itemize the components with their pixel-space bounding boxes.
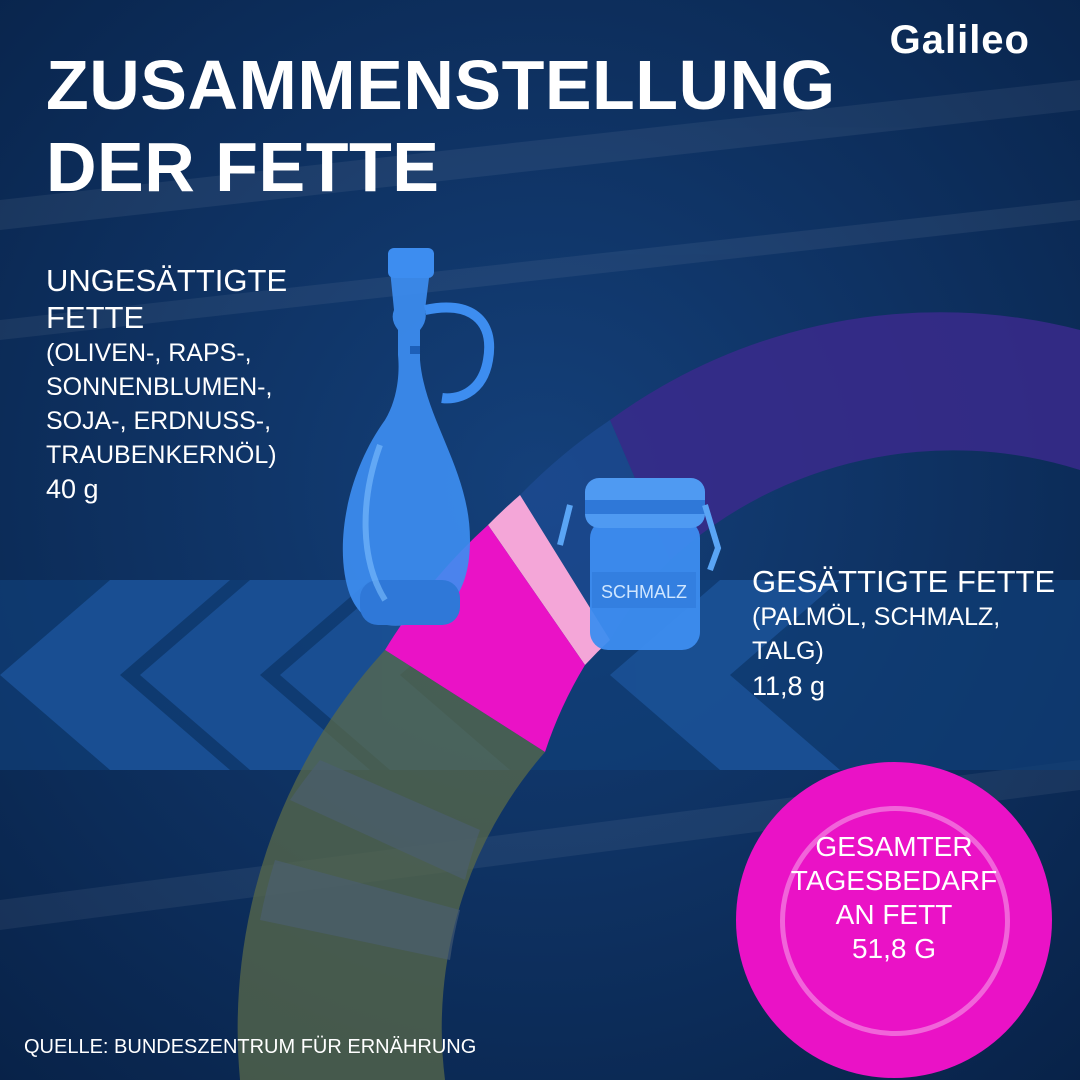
lard-jar-icon: SCHMALZ [557,478,722,650]
total-text: GESAMTER TAGESBEDARF AN FETT 51,8 g [736,830,1052,966]
total-line-1: GESAMTER [815,831,973,862]
ring-segment-violet [610,312,1080,560]
saturated-heading: GESÄTTIGTE FETTE [752,564,1056,599]
unsaturated-example-3: SOJA-, ERDNUSS-, [46,407,272,435]
saturated-amount: 11,8 g [752,671,826,701]
galileo-logo: Galileo [889,18,1030,62]
title-line-1: ZUSAMMENSTELLUNG [46,46,836,124]
saturated-fats-block: GESÄTTIGTE FETTE (PALMÖL, SCHMALZ, TALG)… [752,563,1072,704]
source-note: QUELLE: BUNDESZENTRUM FÜR ERNÄHRUNG [24,1036,477,1058]
total-amount: 51,8 g [851,933,937,964]
unsaturated-fats-block: UNGESÄTTIGTE FETTE (OLIVEN-, RAPS-, SONN… [46,262,346,506]
unsaturated-example-1: (OLIVEN-, RAPS-, [46,339,252,367]
saturated-example-2: TALG) [752,637,824,665]
page-title: ZUSAMMENSTELLUNG DER FETTE [46,44,836,208]
total-daily-fat-circle: GESAMTER TAGESBEDARF AN FETT 51,8 g [736,762,1052,1078]
oil-bottle-icon [342,248,495,626]
ring-segment-olive [237,650,546,1080]
ring-segment-pink [488,495,610,665]
jar-label: SCHMALZ [601,582,687,602]
total-line-2: TAGESBEDARF [790,865,998,896]
unsaturated-example-4: TRAUBENKERNÖL) [46,441,277,469]
unsaturated-heading-line-1: UNGESÄTTIGTE [46,263,288,298]
total-inner-ring [780,806,1010,1036]
saturated-example-1: (PALMÖL, SCHMALZ, [752,603,1001,631]
title-line-2: DER FETTE [46,128,440,206]
unsaturated-heading-line-2: FETTE [46,300,145,335]
total-line-3: AN FETT [835,899,953,930]
unsaturated-amount: 40 g [46,474,99,504]
unsaturated-example-2: SONNENBLUMEN-, [46,373,273,401]
